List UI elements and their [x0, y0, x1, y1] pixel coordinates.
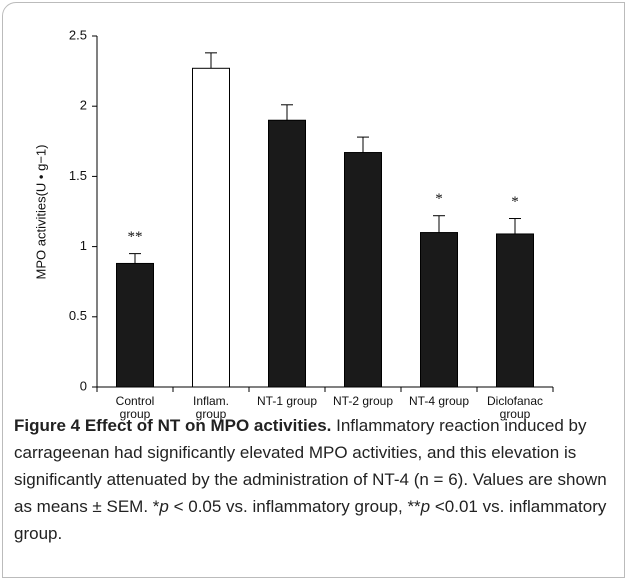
x-tick-label: Control group: [115, 394, 155, 421]
significance-label: *: [435, 191, 443, 207]
bar: [268, 119, 306, 388]
significance-label: *: [511, 194, 519, 210]
bar: [420, 232, 458, 388]
x-tick-label: Diclofanac group: [486, 394, 544, 421]
caption-text: p: [159, 497, 169, 516]
y-axis-label: MPO activities(U • g−1): [33, 145, 48, 280]
x-tick-label: Inflam. group: [192, 394, 229, 421]
x-tick-label: NT-2 group: [332, 394, 394, 408]
bar: [192, 67, 230, 388]
y-tick-label: 0: [80, 378, 87, 393]
y-tick-label: 2.5: [69, 27, 87, 42]
chart: MPO activities(U • g−1) 00.511.522.5*** *: [33, 27, 554, 393]
caption: Figure 4 Effect of NT on MPO activities.…: [14, 412, 620, 547]
y-tick-label: 2: [80, 98, 87, 113]
caption-text: p: [420, 497, 431, 516]
y-tick-label: 1.5: [69, 168, 87, 183]
bar: [344, 152, 382, 388]
caption-text: < 0.05 vs. inflammatory group, **: [168, 497, 421, 516]
bar: [496, 233, 534, 388]
x-tick-label: NT-1 group: [256, 394, 318, 408]
caption-text: <0.01 vs. inflammatory group.: [14, 497, 607, 543]
bar: [116, 262, 154, 388]
y-tick-label: 1: [80, 238, 87, 253]
caption-text: Inflammatory reaction induced by carrage…: [14, 416, 607, 516]
caption-title: Figure 4 Effect of NT on MPO activities.: [14, 416, 332, 435]
y-tick-label: 0.5: [69, 308, 87, 323]
x-tick-label: NT-4 group: [408, 394, 470, 408]
significance-label: **: [128, 229, 143, 245]
